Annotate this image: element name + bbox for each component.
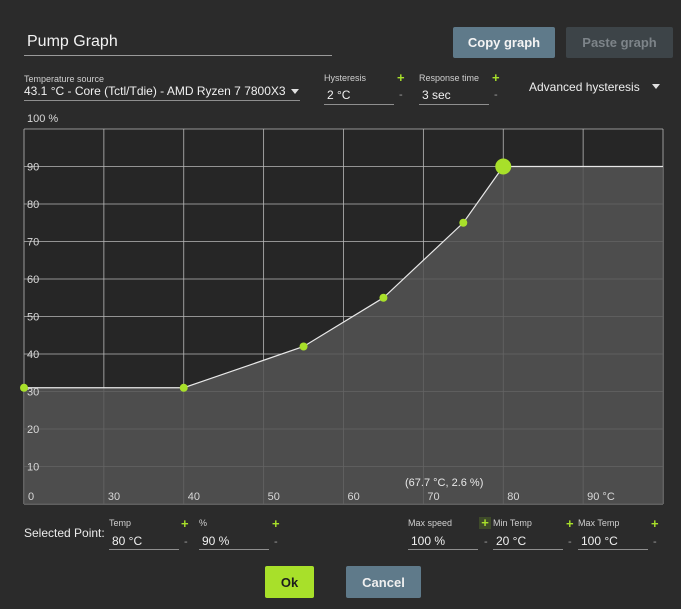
temp-source-value: 43.1 °C - Core (Tctl/Tdie) - AMD Ryzen 7… [24,84,286,98]
x-tick-label: 40 [188,491,200,503]
y-tick-label: 40 [27,349,39,361]
curve-point[interactable] [179,383,188,392]
curve-point[interactable] [20,383,28,392]
temp-label: Temp [109,518,132,528]
max-temp-label: Max Temp [578,518,620,528]
response-time-label: Response time [419,73,480,83]
percent-input[interactable]: 90 % [199,533,269,550]
cursor-readout: (67.7 °C, 2.6 %) [405,477,483,489]
y-unit-label: 100 % [27,113,58,125]
x-tick-label: 90 °C [587,491,615,503]
y-tick-label: 60 [27,274,39,286]
curve-point[interactable] [299,342,308,351]
hysteresis-decrease-icon[interactable]: - [399,89,403,101]
percent-label: % [199,518,208,528]
min-temp-input[interactable]: 20 °C [493,533,563,550]
hysteresis-increase-icon[interactable]: + [397,70,405,85]
max-speed-decrease-icon[interactable]: - [484,536,488,548]
advanced-hysteresis-chevron-icon[interactable] [652,84,660,89]
y-tick-label: 20 [27,424,39,436]
selected-point-label: Selected Point: [24,526,105,540]
y-tick-label: 90 [27,162,39,174]
curve-point-selected[interactable] [495,158,512,175]
ok-button[interactable]: Ok [265,566,314,598]
hysteresis-input[interactable]: 2 °C [324,87,394,105]
max-speed-input[interactable]: 100 % [408,533,478,550]
copy-graph-button[interactable]: Copy graph [453,27,555,58]
x-tick-label: 70 [427,491,439,503]
x-tick-label: 0 [28,491,34,503]
temp-input[interactable]: 80 °C [109,533,179,550]
temp-increase-icon[interactable]: + [181,516,189,531]
max-temp-input[interactable]: 100 °C [578,533,648,550]
temp-source-label: Temperature source [24,74,105,84]
curve-area [24,166,663,504]
x-tick-label: 60 [348,491,360,503]
y-tick-label: 50 [27,312,39,324]
max-speed-increase-icon[interactable]: + [479,516,491,529]
max-temp-increase-icon[interactable]: + [651,516,659,531]
percent-increase-icon[interactable]: + [272,516,280,531]
response-time-increase-icon[interactable]: + [492,70,500,85]
min-temp-increase-icon[interactable]: + [566,516,574,531]
temp-source-dropdown-icon[interactable] [291,89,299,94]
min-temp-decrease-icon[interactable]: - [568,536,572,548]
advanced-hysteresis-toggle[interactable]: Advanced hysteresis [529,80,640,94]
max-temp-decrease-icon[interactable]: - [653,536,657,548]
curve-point[interactable] [459,218,468,227]
y-tick-label: 30 [27,387,39,399]
max-speed-label: Max speed [408,518,453,528]
temp-decrease-icon[interactable]: - [184,536,188,548]
cancel-button[interactable]: Cancel [346,566,421,598]
curve-points [20,158,512,392]
x-tick-label: 30 [108,491,120,503]
curve-point[interactable] [379,293,388,302]
x-tick-label: 50 [268,491,280,503]
pump-curve-graph[interactable]: 90 80 70 60 50 40 30 20 10 0 30 40 50 60 70 80 90 °C 100… [0,110,681,510]
hysteresis-label: Hysteresis [324,73,367,83]
y-tick-label: 80 [27,199,39,211]
percent-decrease-icon[interactable]: - [274,536,278,548]
response-time-input[interactable]: 3 sec [419,87,489,105]
x-tick-label: 80 [507,491,519,503]
y-tick-label: 10 [27,462,39,474]
min-temp-label: Min Temp [493,518,532,528]
y-tick-label: 70 [27,237,39,249]
paste-graph-button: Paste graph [566,27,673,58]
temp-source-select[interactable]: 43.1 °C - Core (Tctl/Tdie) - AMD Ryzen 7… [24,83,300,101]
response-time-decrease-icon[interactable]: - [494,89,498,101]
graph-name-input[interactable]: Pump Graph [24,30,332,56]
